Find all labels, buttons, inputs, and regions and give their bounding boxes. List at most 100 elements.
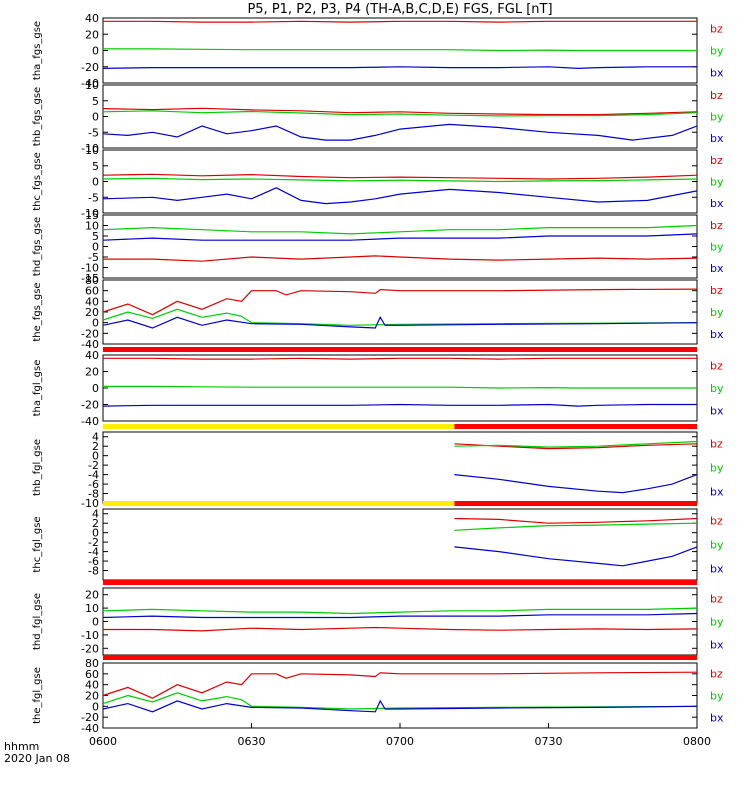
y-tick-label: 80: [85, 657, 99, 670]
y-tick-label: 4: [92, 431, 99, 444]
y-tick-label: 10: [85, 79, 99, 92]
y-tick-label: 60: [85, 668, 99, 681]
y-tick-label: -8: [88, 488, 99, 501]
panel-ylabel: thc_fgl_gse: [32, 516, 43, 572]
y-tick-label: 0: [92, 616, 99, 629]
legend-bz: bz: [710, 514, 723, 527]
legend-bz: bz: [710, 593, 723, 606]
legend-by: by: [710, 176, 724, 189]
state-bar-red: [454, 501, 697, 506]
legend-bx: bx: [710, 67, 724, 80]
legend-by: by: [710, 45, 724, 58]
y-tick-label: -40: [81, 722, 99, 735]
panel-tha_fgs_gse: 40 20 0 -20 -40 tha_fgs_gse bz by bx: [32, 12, 724, 90]
series-line-by: [102, 308, 698, 326]
y-tick-label: -4: [88, 546, 99, 559]
legend-by: by: [710, 306, 724, 319]
panel-frame: [102, 214, 698, 279]
series-line-bz: [102, 173, 698, 180]
x-tick-label: 0700: [386, 735, 414, 748]
legend-bz: bz: [710, 667, 723, 680]
legend-by: by: [710, 462, 724, 475]
state-bar-yellow: [103, 501, 455, 506]
y-tick-label: 5: [92, 95, 99, 108]
series-line-bx: [102, 403, 697, 407]
legend-bz: bz: [710, 437, 723, 450]
y-tick-label: 15: [85, 209, 99, 222]
legend-bz: bz: [710, 360, 723, 373]
y-tick-label: -10: [81, 262, 99, 275]
y-tick-label: -40: [81, 338, 99, 351]
legend-bz: bz: [710, 219, 723, 232]
y-tick-label: 2: [92, 517, 99, 530]
panel-frame: [102, 587, 698, 656]
legend-by: by: [710, 241, 724, 254]
state-bar: [103, 655, 697, 660]
y-tick-label: -6: [88, 478, 99, 491]
y-tick-label: 5: [92, 160, 99, 173]
series-line-bx: [102, 612, 698, 619]
series-line-bz: [103, 357, 697, 360]
series-line-by: [102, 110, 698, 117]
panel-ylabel: thc_fgs_gse: [32, 152, 43, 211]
y-tick-label: 40: [85, 295, 99, 308]
series-line-by: [103, 48, 697, 52]
legend-bx: bx: [710, 328, 724, 341]
panel-frame: [102, 84, 698, 149]
series-line-by: [103, 385, 697, 389]
y-tick-label: -6: [88, 555, 99, 568]
y-tick-label: -20: [81, 642, 99, 655]
series-line-bz: [103, 255, 698, 262]
panel-ylabel: thb_fgs_gse: [32, 87, 43, 146]
state-bar-yellow: [103, 424, 455, 429]
y-tick-label: 0: [92, 241, 99, 254]
y-tick-label: 10: [85, 602, 99, 615]
y-tick-label: -8: [88, 565, 99, 578]
series-line-bx: [454, 474, 698, 494]
series-line-bz: [102, 671, 698, 699]
y-tick-label: 2: [92, 440, 99, 453]
y-tick-label: -20: [81, 399, 99, 412]
legend-bz: bz: [710, 284, 723, 297]
series-line-bx: [102, 316, 698, 329]
y-tick-label: -2: [88, 536, 99, 549]
series-line-bz: [102, 107, 698, 116]
y-tick-label: 80: [85, 274, 99, 287]
panel-thb_fgs_gse: 10 5 0 -5 -10 thb_fgs_gse bz by bx: [32, 79, 724, 155]
legend-bz: bz: [710, 154, 723, 167]
series-line-bz: [102, 288, 698, 316]
panel-ylabel: thd_fgl_gse: [32, 593, 43, 650]
y-tick-label: -40: [81, 77, 99, 90]
panel-ylabel: thb_fgl_gse: [32, 439, 43, 496]
x-tick-label: 0800: [683, 735, 711, 748]
legend-bx: bx: [710, 197, 724, 210]
legend-bz: bz: [710, 89, 723, 102]
panel-thc_fgs_gse: 10 5 0 -5 -10 thc_fgs_gse bz by bx: [32, 144, 724, 220]
series-line-by: [102, 607, 698, 615]
y-tick-label: 20: [85, 690, 99, 703]
legend-bx: bx: [710, 262, 724, 275]
series-line-bx: [102, 699, 698, 713]
panel-ylabel: the_fgl_gse: [32, 667, 43, 724]
y-tick-label: 40: [85, 679, 99, 692]
y-tick-label: -4: [88, 469, 99, 482]
y-tick-label: 0: [92, 45, 99, 58]
y-tick-label: 0: [92, 700, 99, 713]
y-tick-label: 20: [85, 366, 99, 379]
series-line-bx: [454, 546, 698, 567]
state-bar-red: [454, 424, 697, 429]
y-tick-label: -5: [88, 126, 99, 139]
y-tick-label: -10: [81, 629, 99, 642]
series-line-by: [454, 440, 698, 448]
legend-bx: bx: [710, 404, 724, 417]
state-bar: [103, 347, 697, 352]
y-tick-label: 0: [92, 450, 99, 463]
y-tick-label: 10: [85, 144, 99, 157]
y-tick-label: -20: [81, 327, 99, 340]
y-tick-label: 60: [85, 285, 99, 298]
series-line-bx: [102, 187, 698, 205]
